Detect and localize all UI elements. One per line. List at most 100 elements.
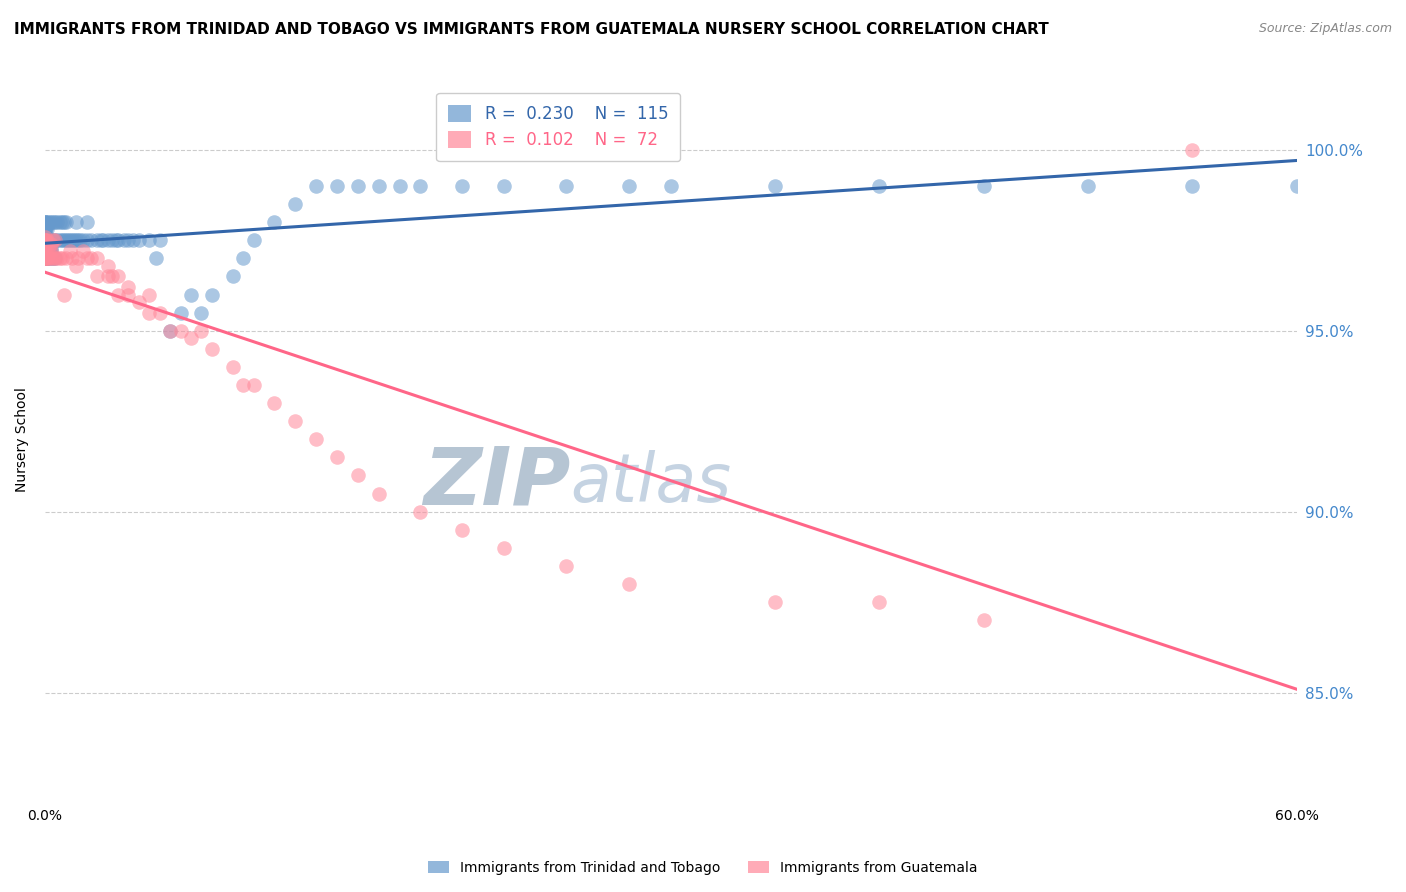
Point bbox=[86, 269, 108, 284]
Point bbox=[39, 233, 62, 247]
Point bbox=[34, 236, 56, 251]
Point bbox=[44, 233, 66, 247]
Point bbox=[190, 305, 212, 319]
Point bbox=[34, 222, 56, 236]
Point bbox=[34, 252, 56, 266]
Point bbox=[67, 252, 90, 266]
Point bbox=[34, 236, 56, 251]
Point bbox=[44, 252, 66, 266]
Point bbox=[201, 342, 224, 356]
Point bbox=[42, 252, 65, 266]
Point bbox=[93, 233, 115, 247]
Point bbox=[117, 280, 139, 294]
Point bbox=[34, 252, 56, 266]
Point bbox=[34, 233, 56, 247]
Point bbox=[868, 595, 890, 609]
Point bbox=[973, 613, 995, 627]
Point bbox=[128, 294, 150, 309]
Point bbox=[104, 233, 127, 247]
Point bbox=[169, 305, 191, 319]
Point bbox=[38, 252, 60, 266]
Legend: R =  0.230    N =  115, R =  0.102    N =  72: R = 0.230 N = 115, R = 0.102 N = 72 bbox=[436, 93, 681, 161]
Point bbox=[34, 222, 56, 236]
Point bbox=[263, 396, 285, 410]
Point bbox=[72, 244, 94, 259]
Point bbox=[159, 324, 181, 338]
Point bbox=[128, 233, 150, 247]
Point bbox=[34, 252, 56, 266]
Point bbox=[59, 233, 82, 247]
Point bbox=[107, 233, 129, 247]
Point bbox=[38, 236, 60, 251]
Point bbox=[326, 179, 349, 194]
Point bbox=[763, 595, 786, 609]
Point bbox=[555, 558, 578, 573]
Point bbox=[263, 215, 285, 229]
Point bbox=[34, 226, 56, 240]
Point bbox=[67, 233, 90, 247]
Point bbox=[39, 236, 62, 251]
Point bbox=[65, 215, 87, 229]
Point bbox=[60, 233, 83, 247]
Point bbox=[34, 244, 56, 259]
Point bbox=[39, 244, 62, 259]
Point bbox=[52, 215, 75, 229]
Point bbox=[107, 287, 129, 301]
Text: IMMIGRANTS FROM TRINIDAD AND TOBAGO VS IMMIGRANTS FROM GUATEMALA NURSERY SCHOOL : IMMIGRANTS FROM TRINIDAD AND TOBAGO VS I… bbox=[14, 22, 1049, 37]
Point bbox=[35, 252, 58, 266]
Point bbox=[76, 215, 98, 229]
Point bbox=[34, 236, 56, 251]
Point bbox=[149, 305, 172, 319]
Point bbox=[35, 229, 58, 244]
Point bbox=[96, 233, 118, 247]
Point bbox=[63, 233, 86, 247]
Point bbox=[34, 215, 56, 229]
Point bbox=[56, 233, 79, 247]
Point bbox=[42, 252, 65, 266]
Point bbox=[112, 233, 135, 247]
Text: atlas: atlas bbox=[571, 450, 731, 516]
Point bbox=[65, 233, 87, 247]
Point bbox=[51, 233, 73, 247]
Point bbox=[39, 215, 62, 229]
Point bbox=[34, 233, 56, 247]
Point bbox=[388, 179, 411, 194]
Point bbox=[451, 179, 474, 194]
Point bbox=[284, 197, 307, 211]
Point bbox=[190, 324, 212, 338]
Point bbox=[34, 252, 56, 266]
Point bbox=[86, 233, 108, 247]
Point bbox=[35, 222, 58, 236]
Point bbox=[35, 215, 58, 229]
Point bbox=[347, 179, 370, 194]
Point bbox=[34, 215, 56, 229]
Point bbox=[80, 233, 103, 247]
Point bbox=[232, 252, 254, 266]
Point bbox=[159, 324, 181, 338]
Point bbox=[55, 252, 77, 266]
Text: ZIP: ZIP bbox=[423, 443, 571, 522]
Point bbox=[44, 215, 66, 229]
Point bbox=[38, 215, 60, 229]
Point bbox=[222, 359, 245, 374]
Point bbox=[34, 233, 56, 247]
Point bbox=[59, 244, 82, 259]
Point bbox=[305, 179, 328, 194]
Point bbox=[326, 450, 349, 465]
Point bbox=[39, 252, 62, 266]
Point bbox=[34, 233, 56, 247]
Point bbox=[180, 331, 202, 345]
Point bbox=[34, 252, 56, 266]
Point bbox=[107, 269, 129, 284]
Point bbox=[138, 233, 160, 247]
Point bbox=[409, 505, 432, 519]
Point bbox=[34, 233, 56, 247]
Point bbox=[617, 179, 640, 194]
Point bbox=[201, 287, 224, 301]
Point bbox=[1181, 143, 1204, 157]
Point bbox=[100, 269, 122, 284]
Point bbox=[34, 233, 56, 247]
Point bbox=[555, 179, 578, 194]
Point bbox=[46, 215, 69, 229]
Point bbox=[38, 233, 60, 247]
